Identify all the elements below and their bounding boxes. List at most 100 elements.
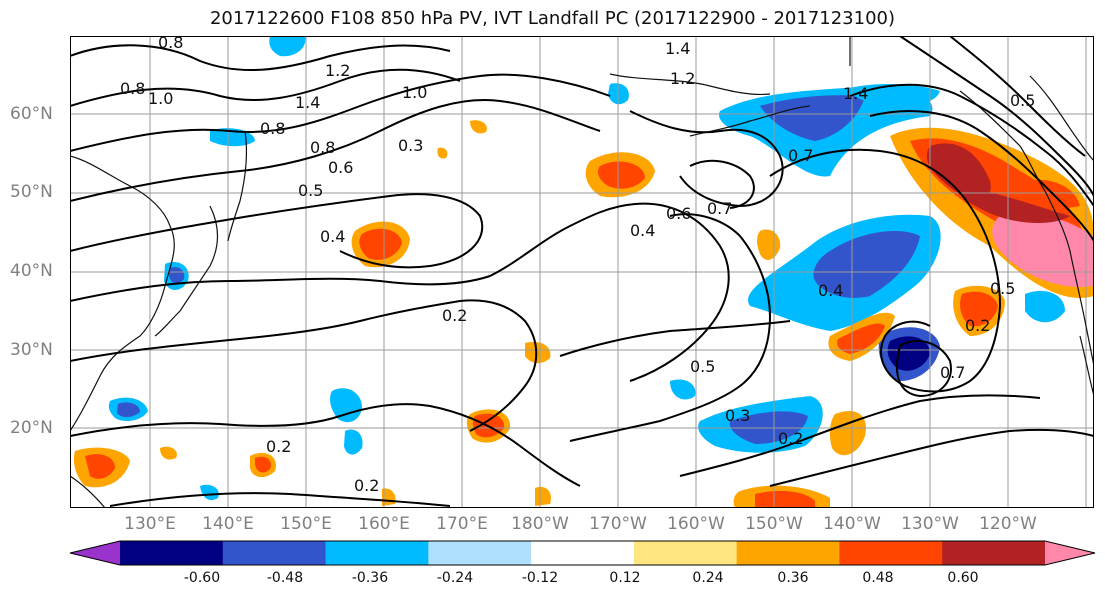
colorbar — [69, 540, 1096, 566]
coastlines — [70, 36, 1094, 508]
positive-anomaly-pacific-north-core — [597, 161, 645, 189]
negative-anomaly-160e-15n — [344, 429, 363, 455]
colorbar-segment — [942, 541, 1046, 565]
longitude-label: 170°W — [589, 514, 647, 534]
positive-anomaly-dark-core — [926, 143, 991, 200]
contour-label: 0.2 — [965, 316, 990, 335]
colorbar-extend-min — [70, 541, 120, 565]
colorbar-segment — [839, 541, 943, 565]
latitude-label: 30°N — [10, 340, 53, 360]
positive-anomaly-25n-170w — [525, 341, 551, 364]
latitude-label: 20°N — [10, 418, 53, 438]
contour-label: 0.5 — [690, 357, 715, 376]
negative-anomaly-west-top — [269, 36, 306, 57]
contour-label: 1.4 — [665, 39, 690, 58]
colorbar-segment — [428, 541, 532, 565]
longitude-label: 150°W — [745, 514, 803, 534]
contour-label: 0.5 — [298, 181, 323, 200]
contour-label: 0.7 — [940, 363, 965, 382]
longitude-label: 160°W — [667, 514, 725, 534]
latitude-label: 50°N — [10, 182, 53, 202]
colorbar-segment — [633, 541, 738, 565]
colorbar-tick-label: -0.48 — [266, 570, 304, 586]
negative-anomaly-west-lower-core — [169, 267, 185, 284]
positive-anomaly-150e-15n-core — [255, 456, 271, 473]
colorbar-tick-label: 0.60 — [947, 570, 979, 586]
contour-label: 1.0 — [402, 83, 427, 102]
contour-label: 0.8 — [310, 138, 335, 157]
positive-anomaly-west-south-core — [85, 454, 115, 479]
latitude-label: 40°N — [10, 261, 53, 281]
contour-label: 0.7 — [788, 146, 813, 165]
colorbar-tick-label: 0.24 — [692, 570, 724, 586]
negative-anomaly-west-south-blue-core — [117, 402, 140, 418]
map-title: 2017122600 F108 850 hPa PV, IVT Landfall… — [209, 8, 896, 29]
colorbar-tick-label: 0.36 — [777, 570, 809, 586]
longitude-label: 120°W — [979, 514, 1037, 534]
positive-anomaly-red-band — [958, 186, 1070, 223]
contour-label: 0.8 — [158, 36, 183, 52]
contour-label: 0.2 — [442, 306, 467, 325]
longitude-label: 130°E — [124, 514, 176, 534]
negative-anomaly-small-1 — [670, 379, 696, 400]
contour-label: 0.6 — [666, 204, 691, 223]
map-panel: 0.8 0.8 1.0 1.2 1.4 1.0 0.8 0.8 0.6 0.5 … — [70, 36, 1094, 508]
negative-anomaly-central-core — [813, 231, 920, 298]
contour-label: 0.8 — [120, 79, 145, 98]
longitude-label: 180°W — [511, 514, 569, 534]
colorbar-tick-label: -0.12 — [521, 570, 559, 586]
longitude-label: 140°E — [202, 514, 254, 534]
negative-anomaly-160e-20n — [330, 388, 362, 423]
positive-anomaly-pink-core — [992, 212, 1094, 287]
colorbar-tick-label: -0.60 — [183, 570, 221, 586]
longitude-label: 140°W — [823, 514, 881, 534]
contour-label: 0.6 — [328, 158, 353, 177]
contour-label: 0.4 — [630, 221, 655, 240]
colorbar-segment — [736, 541, 840, 565]
negative-anomaly-subtropical-core — [887, 336, 930, 371]
positive-anomaly-near-coast-core — [960, 291, 998, 327]
positive-anomaly-30n-140w-core — [837, 323, 885, 354]
colorbar-segment — [222, 541, 327, 565]
colorbar-segment — [120, 541, 224, 565]
contour-label: 1.4 — [843, 84, 868, 103]
contour-label: 0.4 — [320, 227, 345, 246]
contour-label: 1.0 — [148, 89, 173, 108]
contour-label: 0.2 — [266, 437, 291, 456]
positive-anomaly-japan-east-core — [359, 228, 402, 260]
contour-label: 1.4 — [295, 93, 320, 112]
contour-label: 0.5 — [990, 279, 1015, 298]
contour-label: 1.2 — [670, 69, 695, 88]
colorbar-segment — [531, 541, 635, 565]
positive-anomaly-tiny-4 — [470, 120, 487, 134]
positive-anomaly-tiny-3 — [535, 486, 551, 506]
contour-label: 0.2 — [354, 476, 379, 495]
latitude-label: 60°N — [10, 104, 53, 124]
longitude-label: 130°W — [901, 514, 959, 534]
contour-label: 0.3 — [725, 406, 750, 425]
colorbar-tick-label: -0.24 — [436, 570, 474, 586]
pv-contours — [70, 36, 1094, 507]
contour-label: 0.2 — [778, 429, 803, 448]
longitude-label: 150°E — [280, 514, 332, 534]
positive-anomaly-tiny-1 — [160, 446, 177, 460]
positive-anomaly-south-edge-core — [755, 490, 815, 508]
negative-anomaly-145e-12n — [200, 484, 219, 501]
positive-anomaly-20n-140w — [829, 410, 866, 456]
graticule — [70, 36, 1094, 508]
colorbar-segment — [325, 541, 429, 565]
longitude-label: 170°E — [436, 514, 488, 534]
contour-label: 0.4 — [818, 281, 843, 300]
negative-anomaly-gulf-north-core — [760, 95, 865, 141]
contour-label-group: 0.8 0.8 1.0 1.2 1.4 1.0 0.8 0.8 0.6 0.5 … — [120, 36, 1035, 495]
contour-label: 0.8 — [260, 119, 285, 138]
colorbar-tick-label: 0.12 — [609, 570, 641, 586]
longitude-label: 160°E — [358, 514, 410, 534]
colorbar-tick-label: 0.48 — [862, 570, 894, 586]
positive-anomaly-tiny-5 — [437, 147, 448, 159]
negative-anomaly-small-2 — [1025, 290, 1065, 323]
colorbar-extend-max — [1045, 541, 1095, 565]
contour-label: 1.2 — [325, 61, 350, 80]
colorbar-tick-label: -0.36 — [351, 570, 389, 586]
contour-label: 0.3 — [398, 136, 423, 155]
